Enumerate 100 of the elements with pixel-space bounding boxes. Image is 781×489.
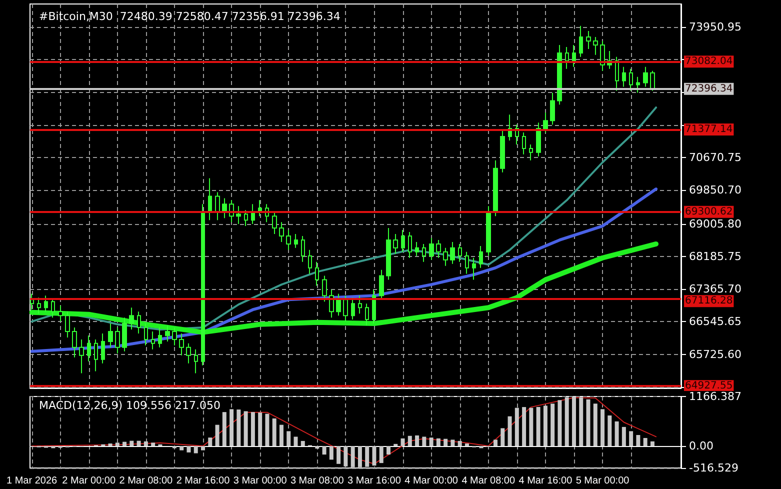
candlestick bbox=[401, 230, 405, 252]
bar bbox=[372, 446, 376, 466]
ref-line-label: 69300.62 bbox=[685, 206, 733, 218]
candlestick bbox=[165, 325, 170, 342]
candlestick bbox=[650, 70, 655, 92]
bar bbox=[415, 435, 420, 446]
x-tick-label: 3 Mar 00:00 bbox=[233, 476, 288, 486]
bar bbox=[422, 436, 426, 446]
candlestick bbox=[129, 307, 134, 330]
candlestick bbox=[600, 40, 605, 72]
candlestick bbox=[458, 243, 462, 262]
bar bbox=[629, 431, 634, 446]
candlestick bbox=[101, 332, 105, 364]
candlestick bbox=[215, 192, 220, 221]
bar bbox=[600, 409, 605, 446]
y-tick-label: 0.00 bbox=[689, 440, 714, 453]
bar bbox=[429, 438, 434, 446]
ref-line-label: 64927.55 bbox=[685, 380, 733, 392]
bar bbox=[194, 446, 198, 454]
bar bbox=[543, 406, 548, 446]
bar bbox=[514, 408, 519, 446]
candlestick bbox=[286, 230, 291, 250]
candlestick bbox=[493, 160, 498, 217]
bar bbox=[444, 438, 448, 446]
candlestick bbox=[379, 269, 384, 300]
y-tick-label: 69005.80 bbox=[689, 217, 742, 230]
bar bbox=[608, 415, 612, 446]
bar bbox=[180, 446, 184, 450]
candlestick bbox=[87, 334, 91, 362]
bar bbox=[572, 396, 576, 446]
chart-title: MACD(12,26,9) 109.556 217.050 bbox=[39, 399, 221, 412]
candlestick bbox=[429, 237, 434, 260]
bar bbox=[558, 400, 562, 446]
bar bbox=[215, 424, 220, 446]
bar bbox=[315, 446, 320, 449]
candlestick bbox=[351, 297, 355, 320]
bar bbox=[151, 442, 156, 446]
bar bbox=[201, 446, 206, 450]
line-series bbox=[31, 397, 657, 464]
candlestick bbox=[122, 317, 127, 352]
bar bbox=[464, 444, 469, 446]
candlestick bbox=[343, 295, 348, 322]
candlestick bbox=[236, 206, 241, 225]
candlestick bbox=[443, 247, 448, 266]
candlestick bbox=[358, 295, 362, 314]
bar bbox=[329, 446, 334, 460]
candlestick bbox=[51, 299, 55, 318]
bar bbox=[494, 440, 498, 446]
candlestick bbox=[536, 122, 541, 157]
bar bbox=[130, 440, 134, 446]
y-tick-label: 69850.70 bbox=[689, 184, 742, 197]
candlestick bbox=[72, 327, 77, 358]
ref-line-label: 73082.04 bbox=[685, 56, 733, 68]
y-tick-label: 65725.60 bbox=[689, 348, 742, 361]
candlestick bbox=[151, 330, 155, 350]
ref-line-label: 71377.14 bbox=[685, 124, 733, 135]
bar bbox=[529, 408, 534, 446]
bar bbox=[394, 444, 398, 446]
candlestick bbox=[408, 232, 412, 258]
candlestick bbox=[315, 261, 319, 286]
candlestick bbox=[194, 348, 198, 374]
y-tick-label: 68185.75 bbox=[689, 250, 742, 263]
candlestick bbox=[422, 243, 426, 262]
candlestick bbox=[58, 305, 63, 322]
x-tick-label: 3 Mar 16:00 bbox=[348, 476, 402, 486]
candlestick bbox=[579, 25, 583, 58]
bar bbox=[236, 410, 241, 446]
candlestick bbox=[586, 30, 591, 50]
ref-line-label: 72396.34 bbox=[685, 83, 733, 94]
bar bbox=[650, 441, 654, 446]
y-tick-label: 73950.95 bbox=[689, 20, 742, 34]
x-tick-label: 5 Mar 00:00 bbox=[576, 476, 630, 486]
candlestick bbox=[322, 275, 327, 302]
bar bbox=[436, 438, 440, 446]
bar bbox=[408, 436, 412, 446]
bar bbox=[536, 406, 540, 446]
bar bbox=[500, 428, 505, 446]
bar bbox=[622, 426, 626, 446]
candlestick bbox=[158, 327, 162, 348]
candlestick bbox=[643, 66, 648, 88]
candlestick bbox=[251, 204, 255, 225]
bar bbox=[322, 446, 326, 455]
candlestick bbox=[115, 327, 120, 354]
bar bbox=[300, 440, 305, 446]
candlestick bbox=[450, 241, 455, 264]
bar bbox=[450, 440, 455, 446]
candlestick bbox=[486, 206, 491, 256]
candlestick bbox=[436, 239, 441, 258]
candlestick bbox=[30, 293, 34, 310]
candlestick bbox=[479, 245, 483, 268]
candlestick bbox=[179, 332, 184, 356]
bar bbox=[250, 412, 255, 446]
bar bbox=[230, 409, 234, 446]
candlestick bbox=[65, 311, 70, 338]
y-tick-label: 67365.70 bbox=[689, 282, 742, 296]
candlestick bbox=[500, 130, 505, 173]
candlestick bbox=[529, 144, 533, 161]
candlestick bbox=[572, 44, 576, 68]
candlestick bbox=[279, 222, 284, 242]
candlestick bbox=[244, 210, 248, 227]
